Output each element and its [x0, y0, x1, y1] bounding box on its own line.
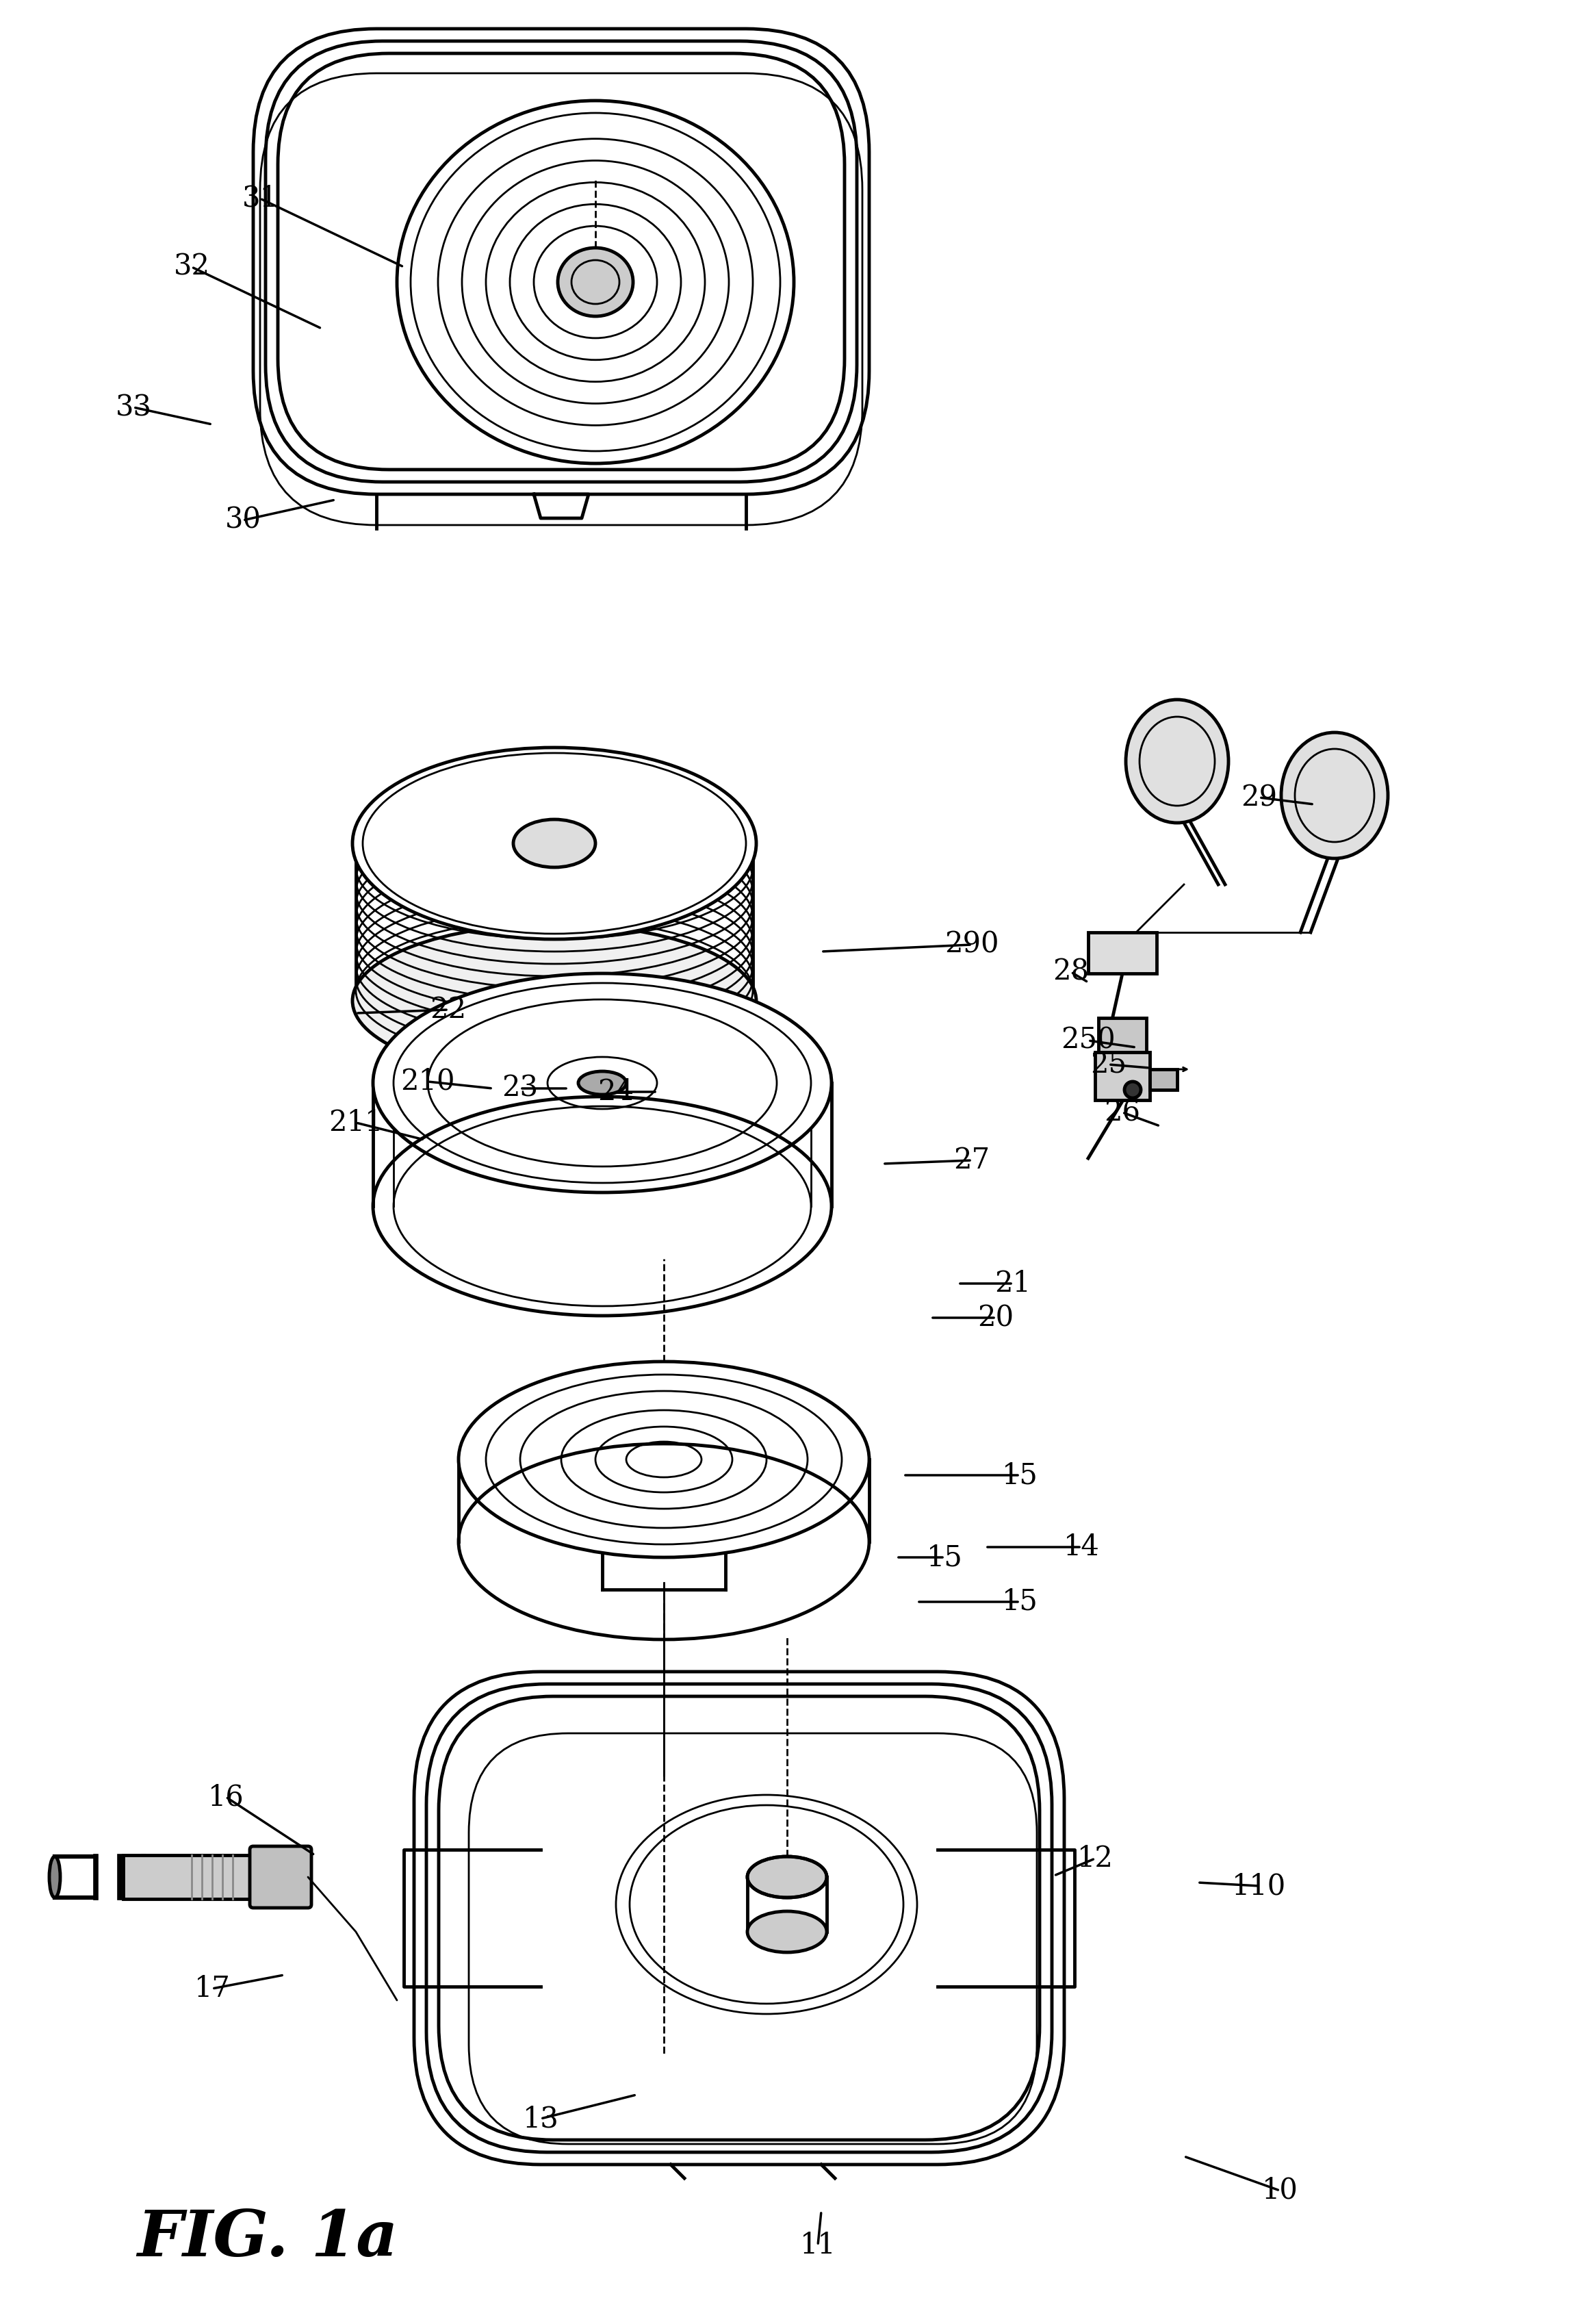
Text: 110: 110 — [1232, 1872, 1286, 1899]
Text: 17: 17 — [195, 1974, 230, 2004]
Text: 31: 31 — [243, 183, 278, 214]
Text: 15: 15 — [1002, 1461, 1037, 1491]
Ellipse shape — [373, 973, 832, 1194]
FancyBboxPatch shape — [413, 1672, 1065, 2164]
Text: 21: 21 — [994, 1270, 1031, 1298]
Ellipse shape — [514, 978, 595, 1024]
FancyBboxPatch shape — [254, 28, 870, 495]
Ellipse shape — [747, 1858, 827, 1897]
Text: 25: 25 — [1090, 1050, 1127, 1080]
Text: 24: 24 — [598, 1077, 634, 1105]
Text: 33: 33 — [115, 392, 152, 423]
Ellipse shape — [747, 1911, 827, 1953]
Text: 210: 210 — [401, 1068, 455, 1096]
Ellipse shape — [514, 820, 595, 868]
Text: 20: 20 — [978, 1303, 1013, 1333]
Text: 15: 15 — [1002, 1588, 1037, 1616]
Bar — [1149, 1068, 1178, 1089]
Text: 16: 16 — [207, 1783, 244, 1811]
Text: 290: 290 — [945, 931, 999, 959]
Text: 10: 10 — [1262, 2176, 1298, 2206]
Text: 32: 32 — [174, 253, 209, 281]
FancyBboxPatch shape — [251, 1846, 311, 1909]
Text: FIG. 1a: FIG. 1a — [137, 2208, 397, 2269]
Ellipse shape — [49, 1858, 61, 1897]
Ellipse shape — [578, 1070, 626, 1094]
Bar — [123, 1855, 260, 1899]
Text: 27: 27 — [954, 1147, 990, 1175]
Ellipse shape — [1282, 731, 1389, 859]
Ellipse shape — [1125, 1082, 1141, 1098]
Text: 23: 23 — [503, 1075, 538, 1103]
Ellipse shape — [353, 748, 757, 938]
Text: 14: 14 — [1063, 1533, 1100, 1560]
Text: 29: 29 — [1242, 783, 1277, 813]
Text: 250: 250 — [1061, 1026, 1116, 1054]
Bar — [1088, 933, 1157, 973]
Text: 12: 12 — [1077, 1844, 1112, 1874]
Ellipse shape — [353, 924, 757, 1077]
Text: 28: 28 — [1053, 957, 1088, 987]
Ellipse shape — [458, 1361, 870, 1558]
Text: 211: 211 — [329, 1108, 383, 1138]
Bar — [1098, 1017, 1146, 1052]
Text: 22: 22 — [429, 996, 466, 1024]
Text: 13: 13 — [522, 2104, 559, 2134]
Text: 26: 26 — [1104, 1098, 1141, 1126]
Ellipse shape — [1125, 699, 1229, 822]
Bar — [1095, 1052, 1149, 1101]
Ellipse shape — [557, 248, 634, 316]
Text: 30: 30 — [225, 506, 262, 534]
Text: 11: 11 — [800, 2231, 836, 2259]
Text: 15: 15 — [926, 1544, 962, 1572]
